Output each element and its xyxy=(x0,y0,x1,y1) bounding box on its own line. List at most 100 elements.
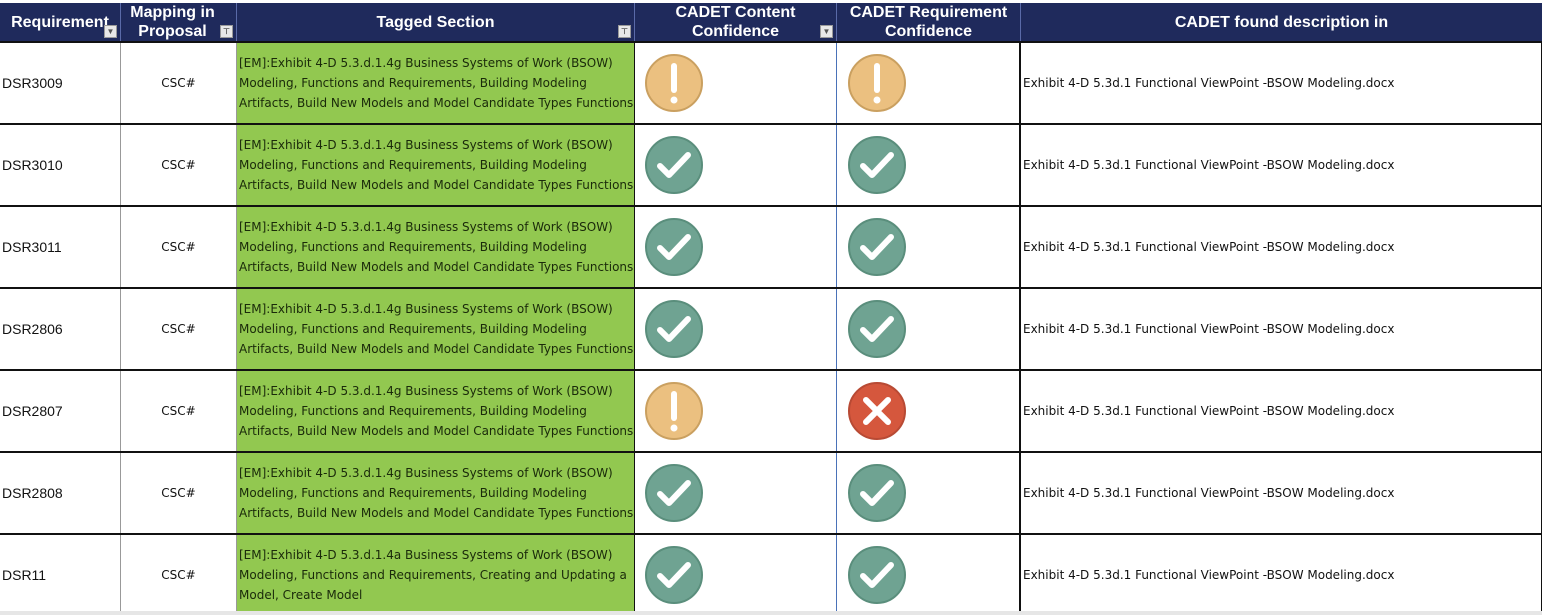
mapping-value: CSC# xyxy=(161,486,196,500)
check-circle-icon xyxy=(848,464,906,522)
cell-found-in[interactable]: Exhibit 4-D 5.3d.1 Functional ViewPoint … xyxy=(1021,207,1542,287)
check-circle-icon xyxy=(848,546,906,604)
cell-requirement[interactable]: DSR11 xyxy=(0,535,121,615)
header-content-confidence[interactable]: CADET Content Confidence ▼ xyxy=(635,3,837,41)
cell-requirement-confidence[interactable] xyxy=(837,289,1021,369)
cell-tagged-section[interactable]: [EM]:Exhibit 4-D 5.3.d.1.4g Business Sys… xyxy=(237,371,635,451)
cell-requirement[interactable]: DSR3009 xyxy=(0,43,121,123)
cell-requirement-confidence[interactable] xyxy=(837,535,1021,615)
header-label: Mapping in Proposal xyxy=(130,4,215,40)
cell-tagged-section[interactable]: [EM]:Exhibit 4-D 5.3.d.1.4a Business Sys… xyxy=(237,535,635,615)
header-label: CADET Content Confidence xyxy=(675,4,796,40)
table-row[interactable]: DSR2806 CSC# [EM]:Exhibit 4-D 5.3.d.1.4g B… xyxy=(0,289,1542,371)
cell-found-in[interactable]: Exhibit 4-D 5.3d.1 Functional ViewPoint … xyxy=(1021,43,1542,123)
cell-requirement[interactable]: DSR3010 xyxy=(0,125,121,205)
found-in-filename: Exhibit 4-D 5.3d.1 Functional ViewPoint … xyxy=(1023,158,1395,172)
cell-tagged-section[interactable]: [EM]:Exhibit 4-D 5.3.d.1.4g Business Sys… xyxy=(237,289,635,369)
table-body: DSR3009 CSC# [EM]:Exhibit 4-D 5.3.d.1.4g B… xyxy=(0,43,1542,615)
check-circle-icon xyxy=(848,136,906,194)
header-label: Requirement xyxy=(11,13,109,31)
cell-mapping[interactable]: CSC# xyxy=(121,453,237,533)
cell-mapping[interactable]: CSC# xyxy=(121,43,237,123)
filter-active-icon[interactable]: ⊤ xyxy=(220,25,233,38)
mapping-value: CSC# xyxy=(161,322,196,336)
table-row[interactable]: DSR3011 CSC# [EM]:Exhibit 4-D 5.3.d.1.4g B… xyxy=(0,207,1542,289)
requirement-id: DSR3009 xyxy=(2,75,63,91)
table-row[interactable]: DSR3010 CSC# [EM]:Exhibit 4-D 5.3.d.1.4g B… xyxy=(0,125,1542,207)
spreadsheet-table: Requirement ▼ Mapping in Proposal ⊤ Tagg… xyxy=(0,3,1542,615)
found-in-filename: Exhibit 4-D 5.3d.1 Functional ViewPoint … xyxy=(1023,240,1395,254)
found-in-filename: Exhibit 4-D 5.3d.1 Functional ViewPoint … xyxy=(1023,404,1395,418)
table-row[interactable]: DSR2807 CSC# [EM]:Exhibit 4-D 5.3.d.1.4g B… xyxy=(0,371,1542,453)
check-circle-icon xyxy=(645,136,703,194)
cell-content-confidence[interactable] xyxy=(635,125,837,205)
found-in-filename: Exhibit 4-D 5.3d.1 Functional ViewPoint … xyxy=(1023,568,1395,582)
header-row: Requirement ▼ Mapping in Proposal ⊤ Tagg… xyxy=(0,3,1542,43)
cell-mapping[interactable]: CSC# xyxy=(121,207,237,287)
cell-requirement-confidence[interactable] xyxy=(837,207,1021,287)
filter-dropdown-icon[interactable]: ▼ xyxy=(104,25,117,38)
requirement-id: DSR11 xyxy=(2,567,47,583)
cell-mapping[interactable]: CSC# xyxy=(121,125,237,205)
tagged-section-text: [EM]:Exhibit 4-D 5.3.d.1.4g Business Sys… xyxy=(239,56,634,110)
header-tagged-section[interactable]: Tagged Section ⊤ xyxy=(237,3,635,41)
mapping-value: CSC# xyxy=(161,240,196,254)
found-in-filename: Exhibit 4-D 5.3d.1 Functional ViewPoint … xyxy=(1023,486,1395,500)
filter-active-icon[interactable]: ⊤ xyxy=(618,25,631,38)
table-row[interactable]: DSR2808 CSC# [EM]:Exhibit 4-D 5.3.d.1.4g B… xyxy=(0,453,1542,535)
check-circle-icon xyxy=(645,218,703,276)
requirement-id: DSR2808 xyxy=(2,485,63,501)
header-label: Tagged Section xyxy=(376,13,495,31)
cell-requirement[interactable]: DSR2807 xyxy=(0,371,121,451)
cell-content-confidence[interactable] xyxy=(635,371,837,451)
cell-content-confidence[interactable] xyxy=(635,289,837,369)
cell-content-confidence[interactable] xyxy=(635,453,837,533)
cell-requirement-confidence[interactable] xyxy=(837,43,1021,123)
header-requirement-confidence[interactable]: CADET Requirement Confidence xyxy=(837,3,1021,41)
cell-found-in[interactable]: Exhibit 4-D 5.3d.1 Functional ViewPoint … xyxy=(1021,371,1542,451)
cell-mapping[interactable]: CSC# xyxy=(121,289,237,369)
cell-tagged-section[interactable]: [EM]:Exhibit 4-D 5.3.d.1.4g Business Sys… xyxy=(237,453,635,533)
check-circle-icon xyxy=(848,218,906,276)
tagged-section-text: [EM]:Exhibit 4-D 5.3.d.1.4g Business Sys… xyxy=(239,138,634,192)
sheet-bottom-edge xyxy=(0,611,1542,615)
found-in-filename: Exhibit 4-D 5.3d.1 Functional ViewPoint … xyxy=(1023,76,1395,90)
cell-requirement[interactable]: DSR2808 xyxy=(0,453,121,533)
cell-requirement[interactable]: DSR2806 xyxy=(0,289,121,369)
tagged-section-text: [EM]:Exhibit 4-D 5.3.d.1.4a Business Sys… xyxy=(239,548,627,602)
cell-found-in[interactable]: Exhibit 4-D 5.3d.1 Functional ViewPoint … xyxy=(1021,535,1542,615)
requirement-id: DSR2806 xyxy=(2,321,63,337)
cell-requirement[interactable]: DSR3011 xyxy=(0,207,121,287)
check-circle-icon xyxy=(645,546,703,604)
filter-dropdown-icon[interactable]: ▼ xyxy=(820,25,833,38)
header-label: CADET found description in xyxy=(1174,13,1389,31)
cell-mapping[interactable]: CSC# xyxy=(121,371,237,451)
header-requirement[interactable]: Requirement ▼ xyxy=(0,3,121,41)
header-found-in[interactable]: CADET found description in xyxy=(1021,3,1542,41)
found-in-filename: Exhibit 4-D 5.3d.1 Functional ViewPoint … xyxy=(1023,322,1395,336)
tagged-section-text: [EM]:Exhibit 4-D 5.3.d.1.4g Business Sys… xyxy=(239,220,634,274)
cell-found-in[interactable]: Exhibit 4-D 5.3d.1 Functional ViewPoint … xyxy=(1021,289,1542,369)
cell-content-confidence[interactable] xyxy=(635,535,837,615)
cell-tagged-section[interactable]: [EM]:Exhibit 4-D 5.3.d.1.4g Business Sys… xyxy=(237,207,635,287)
cell-tagged-section[interactable]: [EM]:Exhibit 4-D 5.3.d.1.4g Business Sys… xyxy=(237,125,635,205)
cell-content-confidence[interactable] xyxy=(635,43,837,123)
check-circle-icon xyxy=(645,300,703,358)
cell-requirement-confidence[interactable] xyxy=(837,371,1021,451)
check-circle-icon xyxy=(848,300,906,358)
header-label: CADET Requirement Confidence xyxy=(849,4,1008,40)
cell-found-in[interactable]: Exhibit 4-D 5.3d.1 Functional ViewPoint … xyxy=(1021,453,1542,533)
header-mapping[interactable]: Mapping in Proposal ⊤ xyxy=(121,3,237,41)
cell-requirement-confidence[interactable] xyxy=(837,125,1021,205)
cell-content-confidence[interactable] xyxy=(635,207,837,287)
mapping-value: CSC# xyxy=(161,568,196,582)
cell-tagged-section[interactable]: [EM]:Exhibit 4-D 5.3.d.1.4g Business Sys… xyxy=(237,43,635,123)
warning-circle-icon xyxy=(645,382,703,440)
cell-found-in[interactable]: Exhibit 4-D 5.3d.1 Functional ViewPoint … xyxy=(1021,125,1542,205)
table-row[interactable]: DSR11 CSC# [EM]:Exhibit 4-D 5.3.d.1.4a Bus… xyxy=(0,535,1542,615)
cell-mapping[interactable]: CSC# xyxy=(121,535,237,615)
requirement-id: DSR3010 xyxy=(2,157,63,173)
table-row[interactable]: DSR3009 CSC# [EM]:Exhibit 4-D 5.3.d.1.4g B… xyxy=(0,43,1542,125)
tagged-section-text: [EM]:Exhibit 4-D 5.3.d.1.4g Business Sys… xyxy=(239,302,634,356)
cell-requirement-confidence[interactable] xyxy=(837,453,1021,533)
